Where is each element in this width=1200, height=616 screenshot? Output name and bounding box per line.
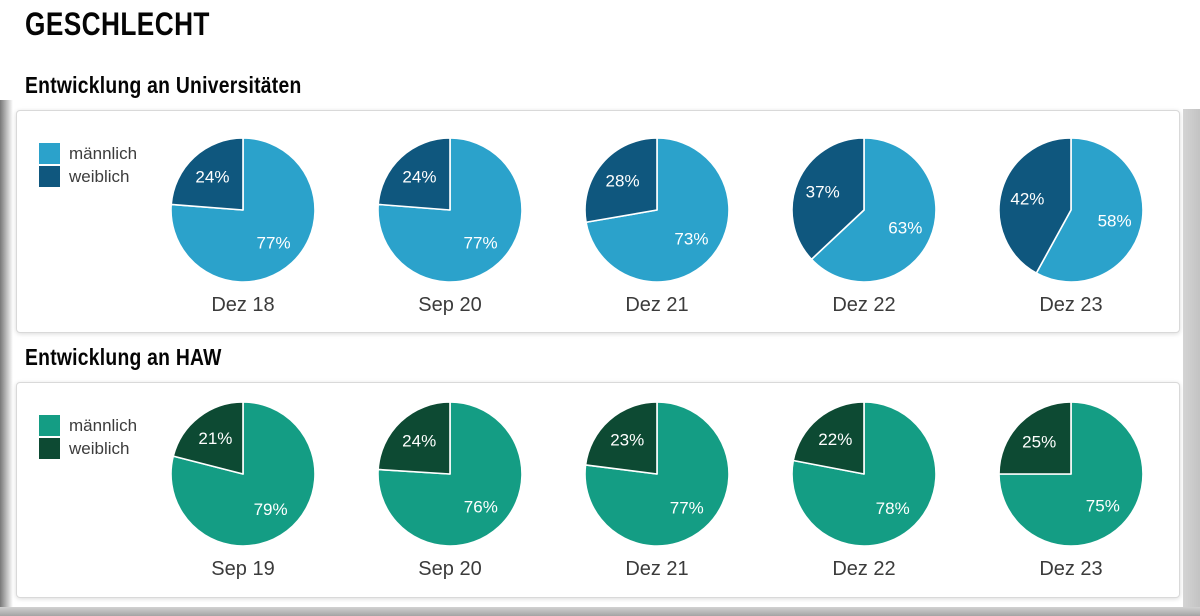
pie-slice-männlich <box>810 137 937 283</box>
pie-percent-label: 23% <box>610 431 644 450</box>
section-title-haw: Entwicklung an HAW <box>25 344 222 370</box>
pie-percent-label: 22% <box>818 430 852 449</box>
pie-percent-label: 24% <box>402 432 436 451</box>
pie-figure: 76% 24% Sep 20 <box>370 394 530 581</box>
pie-date-label: Dez 18 <box>211 294 275 316</box>
pie-date-label: Dez 22 <box>832 558 896 580</box>
pie-percent-label: 76% <box>464 497 498 516</box>
pie-slice-weiblich <box>170 137 244 211</box>
pie-figure: 77% 23% Dez 21 <box>577 394 737 581</box>
pies: 77% 24% Dez 18 77% 24% Sep 20 73% 28% Dez 21 63% 3… <box>17 111 1179 332</box>
pie-percent-label: 73% <box>674 229 708 248</box>
legend-swatch <box>39 415 60 436</box>
pie-percent-label: 79% <box>254 500 288 519</box>
legend-label: weiblich <box>69 167 130 186</box>
pie-percent-label: 63% <box>888 218 922 237</box>
pies: 79% 21% Sep 19 76% 24% Sep 20 77% 23% Dez 21 78% 2… <box>17 383 1179 597</box>
section-title-universities: Entwicklung an Universitäten <box>25 72 302 98</box>
pie-percent-label: 21% <box>198 429 232 448</box>
pie-percent-label: 77% <box>670 498 704 517</box>
pie-slice-weiblich <box>584 137 658 224</box>
chart-panel-universities: männlich weiblich 77% 24% Dez 18 77% 24% Sep 2… <box>16 110 1180 333</box>
pie-figure: 78% 22% Dez 22 <box>784 394 944 581</box>
pie-chart: 75% 25% <box>998 401 1144 547</box>
pie-chart: 77% 24% <box>170 137 316 283</box>
pie-figure: 77% 24% Dez 18 <box>163 130 323 317</box>
legend-item: weiblich <box>39 438 137 459</box>
pie-date-label: Dez 21 <box>625 294 689 316</box>
legend-item: männlich <box>39 143 137 164</box>
legend-item: männlich <box>39 415 137 436</box>
pie-percent-label: 77% <box>257 234 291 253</box>
pie-slice-weiblich <box>377 137 451 211</box>
legend-label: weiblich <box>69 439 130 458</box>
legend-swatch <box>39 143 60 164</box>
pie-percent-label: 25% <box>1022 433 1056 452</box>
pie-date-label: Dez 21 <box>625 558 689 580</box>
pie-figure: 75% 25% Dez 23 <box>991 394 1151 581</box>
bottom-edge-shadow <box>0 607 1200 616</box>
pie-chart: 79% 21% <box>170 401 316 547</box>
pie-date-label: Sep 19 <box>211 558 275 580</box>
legend-item: weiblich <box>39 166 137 187</box>
pie-slice-weiblich <box>791 137 865 261</box>
legend-label: männlich <box>69 144 138 163</box>
legend-swatch <box>39 166 60 187</box>
pie-date-label: Dez 23 <box>1039 558 1103 580</box>
pie-percent-label: 42% <box>1010 189 1044 208</box>
pie-figure: 63% 37% Dez 22 <box>784 130 944 317</box>
legend: männlich weiblich <box>39 415 137 461</box>
pie-slice-männlich <box>1035 137 1144 283</box>
pie-figure: 77% 24% Sep 20 <box>370 130 530 317</box>
right-edge-shadow <box>1183 109 1200 607</box>
legend-swatch <box>39 438 60 459</box>
pie-figure: 58% 42% Dez 23 <box>991 130 1151 317</box>
pie-percent-label: 37% <box>806 183 840 202</box>
pie-slice-weiblich <box>172 401 244 475</box>
pie-slice-weiblich <box>998 401 1072 475</box>
pie-slice-weiblich <box>998 137 1072 274</box>
pie-chart: 63% 37% <box>791 137 937 283</box>
pie-percent-label: 78% <box>876 499 910 518</box>
pie-percent-label: 24% <box>195 167 229 186</box>
legend: männlich weiblich <box>39 143 137 189</box>
pie-percent-label: 28% <box>606 172 640 191</box>
pie-figure: 73% 28% Dez 21 <box>577 130 737 317</box>
pie-percent-label: 58% <box>1098 212 1132 231</box>
legend-label: männlich <box>69 416 138 435</box>
pie-chart: 73% 28% <box>584 137 730 283</box>
pie-slice-weiblich <box>792 401 865 475</box>
pie-figure: 79% 21% Sep 19 <box>163 394 323 581</box>
pie-slice-weiblich <box>584 401 658 475</box>
pie-chart: 77% 24% <box>377 137 523 283</box>
pie-percent-label: 24% <box>402 167 436 186</box>
pie-date-label: Sep 20 <box>418 294 482 316</box>
pie-percent-label: 75% <box>1086 496 1120 515</box>
pie-date-label: Dez 22 <box>832 294 896 316</box>
pie-chart: 77% 23% <box>584 401 730 547</box>
left-edge-shadow <box>0 100 13 607</box>
chart-panel-haw: männlich weiblich 79% 21% Sep 19 76% 24% Sep 2… <box>16 382 1180 598</box>
pie-slice-weiblich <box>377 401 451 475</box>
pie-date-label: Sep 20 <box>418 558 482 580</box>
pie-chart: 76% 24% <box>377 401 523 547</box>
page-title: GESCHLECHT <box>25 6 210 42</box>
pie-date-label: Dez 23 <box>1039 294 1103 316</box>
pie-percent-label: 77% <box>464 234 498 253</box>
pie-chart: 58% 42% <box>998 137 1144 283</box>
pie-chart: 78% 22% <box>791 401 937 547</box>
